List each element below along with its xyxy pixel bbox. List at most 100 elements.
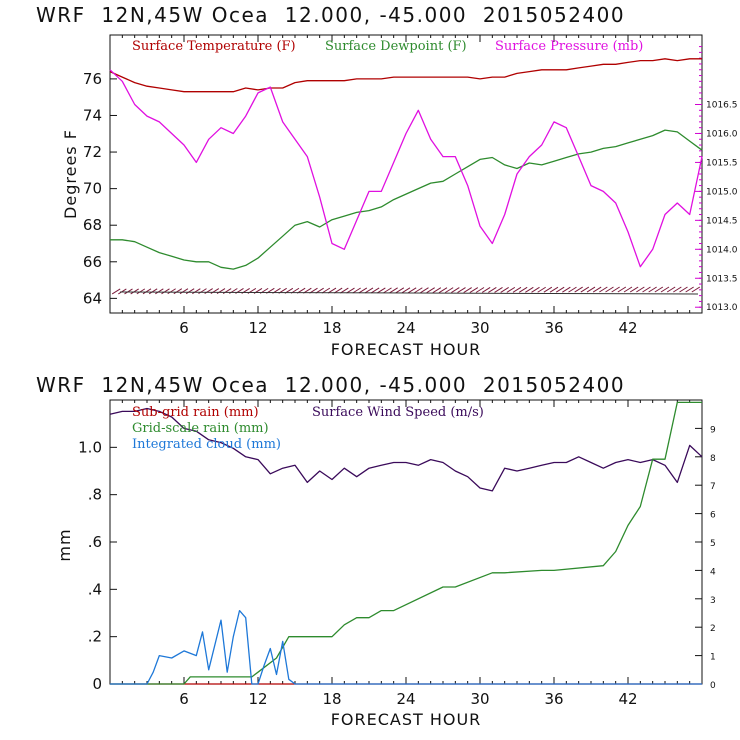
wind-barb-symbol: [463, 287, 472, 293]
wind-barb-symbol: [642, 286, 651, 293]
wind-barb-symbol: [611, 286, 620, 293]
x-tick-label: 18: [322, 690, 341, 708]
wind-barb-symbol: [192, 288, 201, 295]
wind-barb-symbol: [179, 288, 189, 295]
y-tick-label: .2: [88, 628, 102, 646]
y-tick-label: 1.0: [78, 438, 102, 456]
x-tick-label: 6: [179, 690, 189, 708]
x-tick-label: 6: [179, 319, 189, 337]
wind-barb-symbol: [636, 286, 645, 293]
wind-barb-symbol: [537, 286, 546, 293]
x-tick-label: 36: [544, 690, 563, 708]
wind-barb-symbol: [161, 288, 170, 295]
x-tick-label: 30: [470, 319, 489, 337]
wind-barb-symbol: [124, 288, 133, 295]
wind-barb-symbol: [531, 286, 540, 293]
y2-tick-label: 9: [710, 425, 716, 435]
wind-barb-symbol: [481, 287, 491, 293]
wind-barb-symbol: [185, 288, 195, 295]
y2-tick-label: 1013.5: [706, 274, 738, 284]
y-tick-label: .8: [88, 486, 102, 504]
wind-barb-symbol: [648, 286, 657, 293]
top-chart-title: WRF 12N,45W Ocea 12.000, -45.000 2015052…: [36, 3, 626, 27]
wind-barb-symbol: [167, 288, 176, 295]
y2-tick-label: 1015.5: [706, 158, 738, 168]
y2-tick-label: 1: [710, 653, 716, 663]
wind-barb-symbol: [506, 286, 516, 293]
y-tick-label: 72: [83, 143, 102, 161]
y2-tick-label: 1014.0: [706, 245, 738, 255]
wind-barb-symbol: [488, 287, 497, 293]
wind-barb-symbol: [562, 286, 571, 293]
y-tick-label: 0: [92, 675, 102, 693]
bottom-chart-title: WRF 12N,45W Ocea 12.000, -45.000 2015052…: [36, 373, 626, 397]
wind-barb-baseline: [119, 291, 699, 295]
y2-tick-label: 0: [710, 681, 716, 691]
wind-barb-symbol: [512, 286, 522, 293]
wind-barb-symbol: [352, 287, 361, 294]
x-tick-label: 24: [396, 690, 415, 708]
wind-barb-symbol: [432, 287, 442, 294]
wind-barb-symbol: [457, 287, 466, 293]
wind-barb-symbol: [549, 286, 559, 293]
y2-tick-label: 1014.5: [706, 216, 738, 226]
wind-barb-symbol: [494, 287, 503, 293]
wind-barb-symbol: [679, 286, 688, 293]
x-tick-label: 42: [618, 319, 637, 337]
wind-barb-symbol: [666, 286, 676, 293]
wind-barb-symbol: [155, 288, 164, 295]
x-axis-label: FORECAST HOUR: [331, 340, 482, 359]
y-tick-label: 64: [83, 289, 102, 307]
wind-barb-symbol: [469, 287, 479, 293]
wind-barb-symbol: [173, 288, 183, 295]
wind-barb-symbol: [543, 286, 553, 293]
wind-barb-symbol: [383, 287, 392, 294]
y-tick-label: 76: [83, 70, 102, 88]
wind-barb-symbol: [654, 286, 664, 293]
wind-barb-symbol: [389, 287, 398, 294]
wind-barb-symbol: [685, 286, 694, 293]
wind-barb-symbol: [426, 287, 435, 294]
y-tick-label: 74: [83, 106, 102, 124]
series-line-surface-temperature-f-: [109, 58, 702, 93]
wind-barb-symbol: [395, 287, 405, 294]
wind-barb-symbol: [555, 286, 565, 293]
y-tick-label: 66: [83, 253, 102, 271]
wind-barb-symbol: [438, 287, 448, 294]
wind-barb-symbol: [444, 287, 454, 294]
legend-entry: Surface Pressure (mb): [495, 39, 643, 54]
wind-barb-symbol: [346, 287, 355, 294]
legend-entry: Surface Wind Speed (m/s): [312, 405, 484, 420]
wind-barb-symbol: [691, 286, 701, 293]
wind-barb-symbol: [420, 287, 429, 294]
y2-tick-label: 6: [710, 511, 716, 521]
wind-barb-symbol: [340, 287, 349, 294]
wind-barb-symbol: [451, 287, 460, 294]
y2-tick-label: 1016.5: [706, 101, 738, 111]
y2-tick-label: 7: [710, 482, 716, 492]
x-tick-label: 12: [248, 319, 267, 337]
wind-barb-symbol: [568, 286, 577, 293]
legend-entry: Surface Temperature (F): [132, 39, 296, 54]
y2-tick-label: 1016.0: [706, 129, 738, 139]
legend-entry: Integrated cloud (mm): [132, 437, 281, 452]
legend-entry: Surface Dewpoint (F): [325, 39, 467, 54]
y2-tick-label: 1015.0: [706, 187, 738, 197]
series-line-surface-dewpoint-f-: [110, 129, 703, 270]
y-tick-label: 70: [83, 180, 102, 198]
y2-tick-label: 3: [710, 596, 716, 606]
wind-barb-symbol: [673, 286, 682, 293]
legend-entry: Sub-grid rain (mm): [132, 405, 259, 420]
wind-barb-symbol: [377, 287, 386, 294]
wind-barb-symbol: [475, 287, 485, 293]
x-tick-label: 24: [396, 319, 415, 337]
series-line-surface-wind-speed-m-s-: [109, 407, 703, 492]
wind-barb-symbol: [358, 287, 368, 294]
y-axis-label: mm: [55, 528, 74, 561]
wind-barb-symbol: [407, 287, 417, 294]
wind-barb-symbol: [660, 286, 670, 293]
wind-barb-symbol: [142, 288, 152, 295]
x-tick-label: 36: [544, 319, 563, 337]
x-tick-label: 42: [618, 690, 637, 708]
wind-barb-symbol: [414, 287, 423, 294]
